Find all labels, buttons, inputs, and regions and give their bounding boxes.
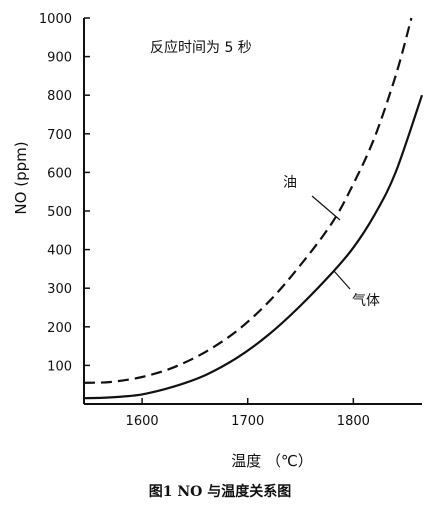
oil-series-line xyxy=(83,17,413,384)
x-axis-ticks: 1600 1700 1800 xyxy=(126,398,370,429)
y-tick-label: 300 xyxy=(47,282,72,297)
y-tick-label: 700 xyxy=(47,128,72,143)
series-label: 气体 xyxy=(352,293,380,309)
y-tick-label: 900 xyxy=(47,51,72,66)
y-tick-label: 600 xyxy=(47,166,72,181)
y-tick-label: 200 xyxy=(47,321,72,336)
gas-series-line xyxy=(83,94,424,400)
x-tick-label: 1700 xyxy=(231,414,264,429)
x-tick-label: 1600 xyxy=(126,414,159,429)
y-tick-label: 400 xyxy=(47,244,72,259)
series-label: 油 xyxy=(283,175,297,191)
y-tick-label: 100 xyxy=(47,359,72,374)
x-axis-title: 温度 （℃） xyxy=(231,452,313,470)
series-layer xyxy=(83,17,424,400)
y-axis-ticks: 100 200 300 400 500 600 700 800 900 1000 xyxy=(39,12,90,374)
series-labels: 油气体 xyxy=(283,175,380,309)
figure-caption: 图1 NO 与温度关系图 xyxy=(149,483,291,500)
y-axis-title: NO (ppm) xyxy=(12,141,30,214)
y-tick-label: 800 xyxy=(47,89,72,104)
series-label-leader xyxy=(333,270,351,290)
y-tick-label: 500 xyxy=(47,205,72,220)
y-tick-label: 1000 xyxy=(39,12,72,27)
series-label-leader xyxy=(311,195,341,221)
reaction-time-annotation: 反应时间为 5 秒 xyxy=(150,39,252,56)
x-tick-label: 1800 xyxy=(337,414,370,429)
